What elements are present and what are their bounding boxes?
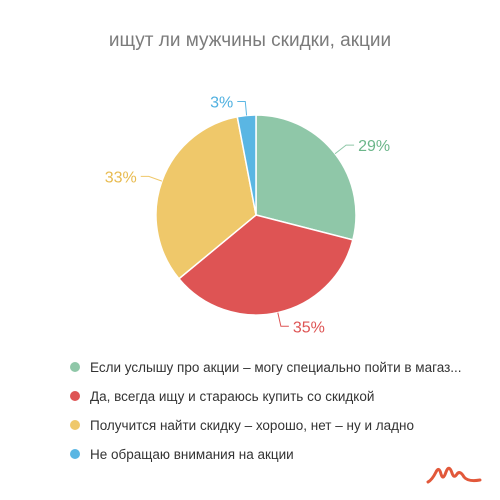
pie-slice-3 <box>155 115 257 280</box>
brand-logo-icon <box>426 466 482 484</box>
legend-item-4: Не обращаю внимания на акции <box>70 446 480 462</box>
legend-swatch-3 <box>70 420 80 430</box>
legend-label-2: Да, всегда ищу и стараюсь купить со скид… <box>90 388 375 404</box>
legend-item-1: Если услышу про акции – могу специально … <box>70 359 480 375</box>
legend: Если услышу про акции – могу специально … <box>70 359 480 475</box>
slice-label-1: 29% <box>358 138 390 155</box>
leader-line-4 <box>237 101 248 116</box>
legend-label-4: Не обращаю внимания на акции <box>90 446 294 462</box>
legend-item-3: Получится найти скидку – хорошо, нет – н… <box>70 417 480 433</box>
legend-swatch-1 <box>70 362 80 372</box>
legend-swatch-4 <box>70 449 80 459</box>
legend-label-3: Получится найти скидку – хорошо, нет – н… <box>90 417 414 433</box>
pie-slice-4 <box>236 114 257 216</box>
slice-label-4: 3% <box>210 95 233 112</box>
legend-item-2: Да, всегда ищу и стараюсь купить со скид… <box>70 388 480 404</box>
leader-line-1 <box>334 144 355 155</box>
pie-slice-1 <box>255 114 357 241</box>
pie-slice-2 <box>177 214 354 316</box>
legend-swatch-2 <box>70 391 80 401</box>
slice-label-3: 33% <box>105 169 137 186</box>
leader-line-3 <box>140 175 163 182</box>
slice-label-2: 35% <box>293 319 325 336</box>
leader-line-2 <box>277 312 289 327</box>
legend-label-1: Если услышу про акции – могу специально … <box>90 359 462 375</box>
chart-title: ищут ли мужчины скидки, акции <box>108 30 392 51</box>
